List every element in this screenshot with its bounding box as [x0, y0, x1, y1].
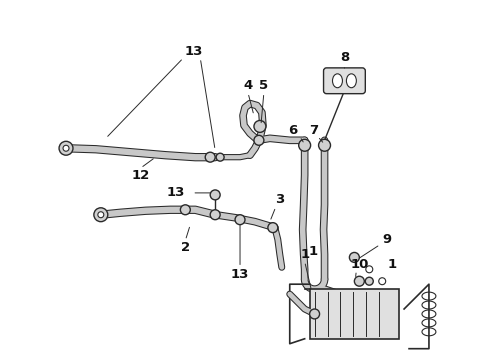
Circle shape	[253, 135, 264, 145]
Text: 1: 1	[387, 258, 396, 271]
FancyBboxPatch shape	[323, 68, 365, 94]
Text: 12: 12	[131, 168, 149, 181]
Circle shape	[365, 277, 372, 285]
Circle shape	[94, 208, 107, 222]
Text: 1: 1	[308, 245, 318, 258]
Circle shape	[354, 276, 364, 286]
Circle shape	[365, 266, 372, 273]
Circle shape	[253, 121, 265, 132]
Circle shape	[216, 153, 224, 161]
Text: 5: 5	[259, 79, 268, 92]
Circle shape	[59, 141, 73, 155]
Text: 4: 4	[243, 79, 252, 92]
Text: 7: 7	[308, 124, 318, 137]
Circle shape	[267, 223, 277, 233]
Ellipse shape	[346, 74, 356, 88]
Circle shape	[63, 145, 69, 151]
Text: 10: 10	[349, 258, 368, 271]
Circle shape	[235, 215, 244, 225]
Text: 8: 8	[339, 51, 348, 64]
Text: 13: 13	[166, 186, 184, 199]
Text: 3: 3	[275, 193, 284, 206]
Circle shape	[210, 210, 220, 220]
Text: 2: 2	[181, 241, 189, 254]
Text: 13: 13	[230, 268, 249, 281]
Text: 6: 6	[287, 124, 297, 137]
Bar	[309, 289, 398, 339]
Text: 13: 13	[183, 45, 202, 58]
Circle shape	[210, 190, 220, 200]
Text: 9: 9	[382, 233, 391, 246]
Circle shape	[205, 152, 215, 162]
Ellipse shape	[332, 74, 342, 88]
Circle shape	[349, 252, 359, 262]
Circle shape	[309, 309, 319, 319]
Text: 1: 1	[300, 248, 308, 261]
Circle shape	[98, 212, 103, 218]
Circle shape	[378, 278, 385, 285]
Circle shape	[318, 139, 330, 151]
Circle shape	[298, 139, 310, 151]
Circle shape	[180, 205, 190, 215]
